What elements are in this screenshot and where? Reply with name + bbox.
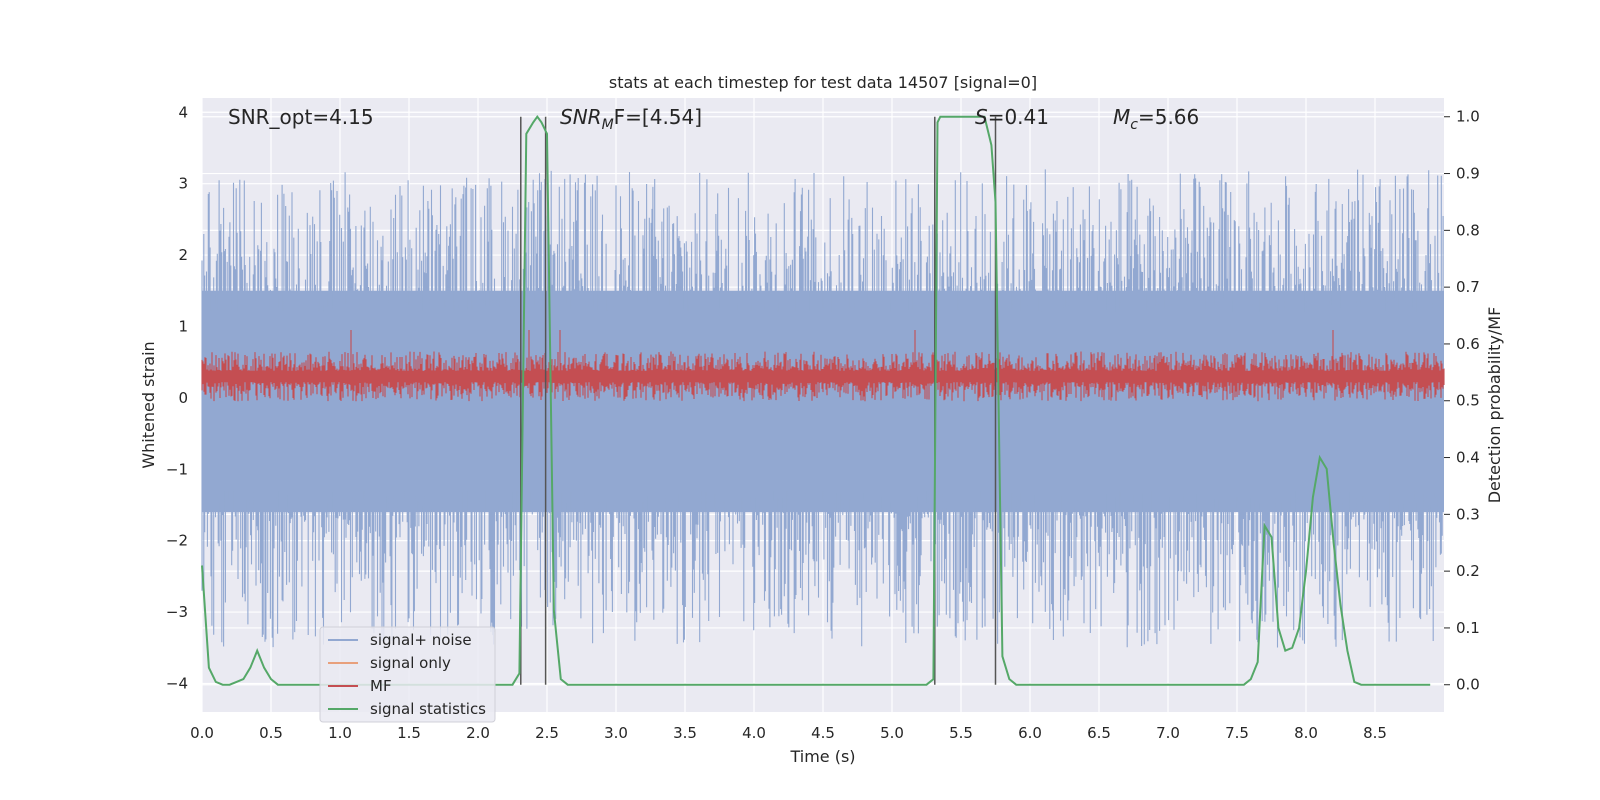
x-tick-label: 8.5 bbox=[1363, 724, 1387, 742]
x-tick-label: 5.5 bbox=[949, 724, 973, 742]
snr-mf-rest: F=[4.54] bbox=[614, 105, 702, 129]
x-tick-label: 7.0 bbox=[1156, 724, 1180, 742]
y-right-tick-label: 0.3 bbox=[1456, 505, 1480, 523]
s-name: S bbox=[975, 105, 988, 129]
legend-label-signal: signal only bbox=[370, 654, 451, 672]
y-left-tick-label: −3 bbox=[166, 603, 188, 621]
y-right-tick-labels: 0.0 0.1 0.2 0.3 0.4 0.5 0.6 0.7 0.8 0.9 1.0 bbox=[1444, 108, 1480, 694]
y-right-tick-label: 0.7 bbox=[1456, 278, 1480, 296]
y-left-tick-label: −1 bbox=[166, 460, 188, 478]
y-axis-label-right: Detection probability/MF bbox=[1485, 307, 1504, 504]
mc-rest: =5.66 bbox=[1138, 105, 1199, 129]
x-tick-label: 7.5 bbox=[1225, 724, 1249, 742]
mc-name: M bbox=[1113, 105, 1130, 129]
signal-plus-noise-series bbox=[201, 169, 1444, 648]
y-axis-label-left: Whitened strain bbox=[139, 341, 158, 468]
x-axis-label: Time (s) bbox=[789, 747, 855, 766]
snr-mf-sub: M bbox=[602, 117, 614, 133]
x-tick-label: 0.5 bbox=[259, 724, 283, 742]
chart-title: stats at each timestep for test data 145… bbox=[609, 73, 1037, 92]
x-tick-label: 6.0 bbox=[1018, 724, 1042, 742]
y-left-tick-labels: −4 −3 −2 −1 0 1 2 3 4 bbox=[166, 103, 188, 692]
x-tick-label: 5.0 bbox=[880, 724, 904, 742]
y-right-tick-label: 0.1 bbox=[1456, 619, 1480, 637]
y-right-tick-label: 0.6 bbox=[1456, 335, 1480, 353]
x-tick-label: 1.0 bbox=[328, 724, 352, 742]
legend-box bbox=[319, 626, 496, 723]
annotation-mc: Mc=5.66 bbox=[1113, 105, 1199, 133]
y-left-tick-label: 0 bbox=[178, 389, 188, 407]
y-right-tick-label: 0.0 bbox=[1456, 676, 1480, 694]
y-left-tick-label: −2 bbox=[166, 532, 188, 550]
annotation-snr-mf: SNRMF=[4.54] bbox=[560, 105, 702, 133]
annotation-snr-opt: SNR_opt=4.15 bbox=[228, 105, 374, 129]
x-tick-label: 4.5 bbox=[811, 724, 835, 742]
x-tick-label: 2.0 bbox=[466, 724, 490, 742]
y-right-tick-label: 0.8 bbox=[1456, 221, 1480, 239]
x-tick-label: 1.5 bbox=[397, 724, 421, 742]
y-right-tick-label: 1.0 bbox=[1456, 108, 1480, 126]
x-tick-label: 3.0 bbox=[604, 724, 628, 742]
legend-label-noise: signal+ noise bbox=[370, 631, 472, 649]
y-right-tick-label: 0.4 bbox=[1456, 449, 1480, 467]
x-tick-labels: 0.0 0.5 1.0 1.5 2.0 2.5 3.0 3.5 4.0 4.5 5.0 5.5 6.0 6… bbox=[190, 724, 1387, 742]
legend: signal+ noise signal only MF signal stat… bbox=[319, 626, 496, 723]
y-left-tick-label: 2 bbox=[178, 246, 188, 264]
x-tick-label: 6.5 bbox=[1087, 724, 1111, 742]
legend-label-mf: MF bbox=[370, 677, 392, 695]
y-right-tick-label: 0.2 bbox=[1456, 562, 1480, 580]
signal-statistics-line bbox=[201, 115, 1431, 686]
x-tick-label: 8.0 bbox=[1294, 724, 1318, 742]
x-tick-label: 2.5 bbox=[535, 724, 559, 742]
y-left-tick-label: 3 bbox=[178, 175, 188, 193]
y-left-tick-label: −4 bbox=[166, 674, 188, 692]
s-rest: =0.41 bbox=[988, 105, 1049, 129]
signal-statistics-series bbox=[201, 115, 1431, 686]
mf-trace bbox=[201, 330, 1445, 402]
x-tick-label: 4.0 bbox=[742, 724, 766, 742]
snr-mf-name: SNR bbox=[560, 105, 602, 129]
mc-sub: c bbox=[1130, 117, 1138, 133]
legend-label-stats: signal statistics bbox=[370, 700, 486, 718]
mf-series bbox=[201, 330, 1445, 402]
x-tick-label: 3.5 bbox=[673, 724, 697, 742]
annotation-s: S=0.41 bbox=[975, 105, 1049, 129]
y-right-tick-label: 0.5 bbox=[1456, 392, 1480, 410]
x-tick-label: 0.0 bbox=[190, 724, 214, 742]
y-right-tick-label: 0.9 bbox=[1456, 165, 1480, 183]
y-left-tick-label: 1 bbox=[178, 317, 188, 335]
y-left-tick-label: 4 bbox=[178, 103, 188, 121]
